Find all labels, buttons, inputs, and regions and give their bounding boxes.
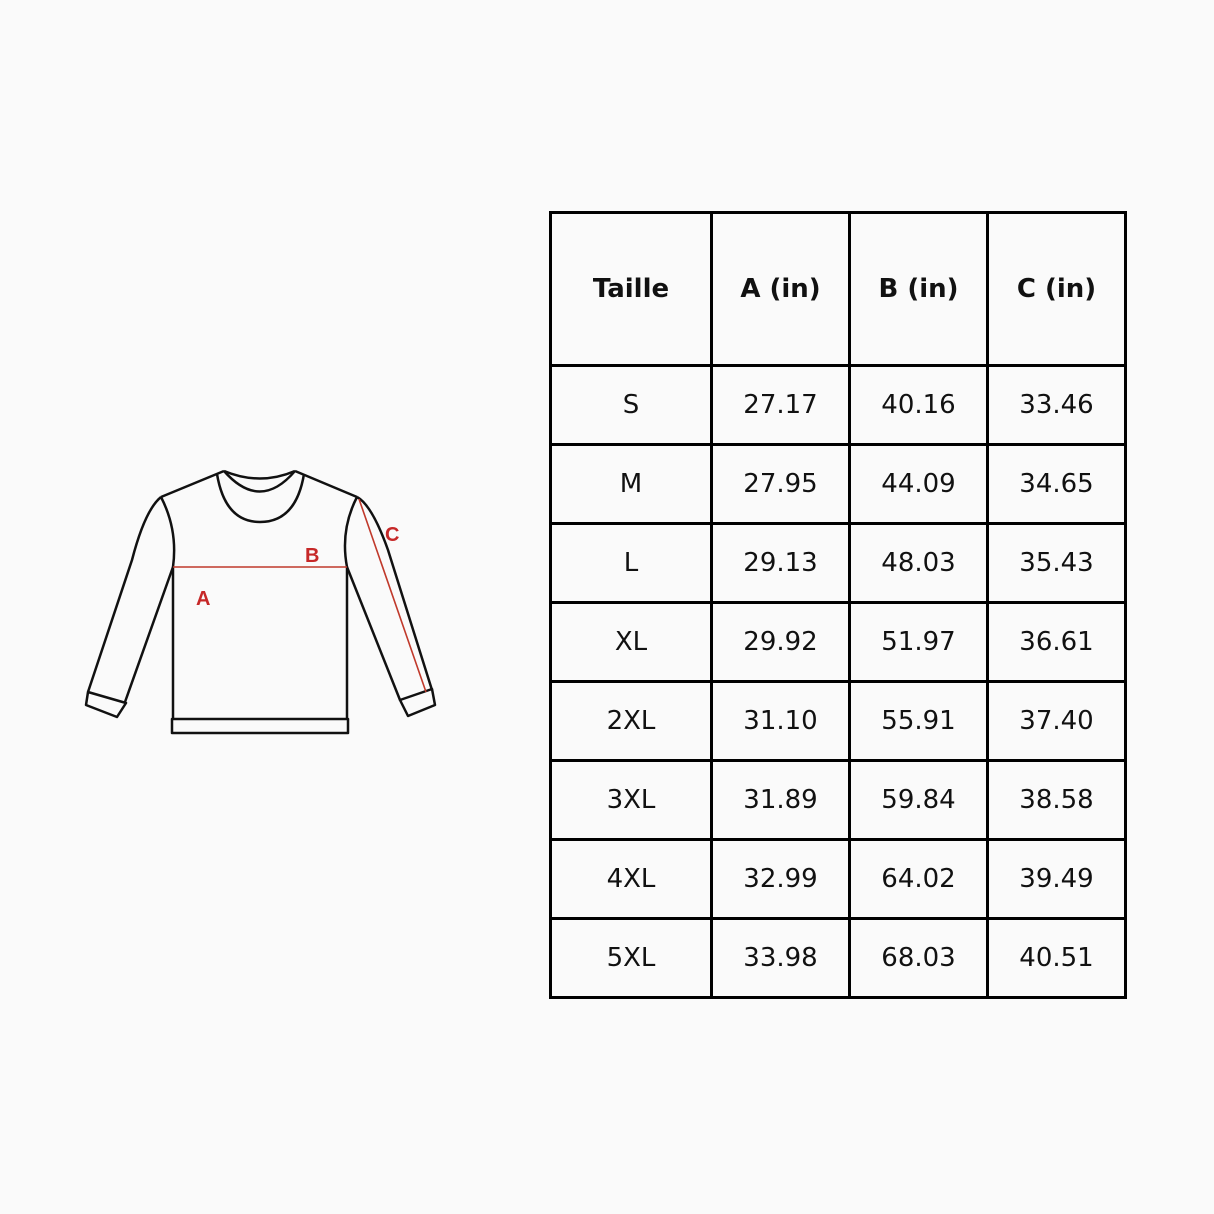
- cell-a: 27.95: [710, 443, 851, 525]
- cell-a: 32.99: [710, 838, 851, 920]
- measure-line-c: [358, 498, 427, 693]
- cell-b: 59.84: [848, 759, 989, 841]
- table-row: L 29.13 48.03 35.43: [549, 522, 1127, 604]
- table-row: S 27.17 40.16 33.46: [549, 364, 1127, 446]
- cell-c: 36.61: [986, 601, 1127, 683]
- cell-c: 35.43: [986, 522, 1127, 604]
- cell-b: 64.02: [848, 838, 989, 920]
- label-a: A: [196, 588, 210, 610]
- table-row: 2XL 31.10 55.91 37.40: [549, 680, 1127, 762]
- cell-c: 33.46: [986, 364, 1127, 446]
- cell-c: 38.58: [986, 759, 1127, 841]
- cell-a: 27.17: [710, 364, 851, 446]
- cell-size: 5XL: [549, 917, 713, 999]
- cell-size: M: [549, 443, 713, 525]
- header-c: C (in): [986, 211, 1127, 367]
- header-a: A (in): [710, 211, 851, 367]
- cell-b: 68.03: [848, 917, 989, 999]
- cell-size: S: [549, 364, 713, 446]
- table-row: 4XL 32.99 64.02 39.49: [549, 838, 1127, 920]
- header-size: Taille: [549, 211, 713, 367]
- cell-b: 44.09: [848, 443, 989, 525]
- label-c: C: [385, 524, 399, 546]
- cell-b: 55.91: [848, 680, 989, 762]
- sweater-outline: [84, 469, 437, 735]
- cell-b: 48.03: [848, 522, 989, 604]
- cell-a: 31.10: [710, 680, 851, 762]
- cell-c: 39.49: [986, 838, 1127, 920]
- header-b: B (in): [848, 211, 989, 367]
- cell-a: 29.13: [710, 522, 851, 604]
- sweater-diagram: A B C: [84, 469, 437, 735]
- cell-size: 3XL: [549, 759, 713, 841]
- cell-c: 40.51: [986, 917, 1127, 999]
- cell-size: XL: [549, 601, 713, 683]
- size-table: Taille A (in) B (in) C (in) S 27.17 40.16 3…: [549, 211, 1127, 999]
- table-row: XL 29.92 51.97 36.61: [549, 601, 1127, 683]
- table-row: 5XL 33.98 68.03 40.51: [549, 917, 1127, 999]
- cell-size: L: [549, 522, 713, 604]
- cell-c: 34.65: [986, 443, 1127, 525]
- table-row: M 27.95 44.09 34.65: [549, 443, 1127, 525]
- cell-size: 4XL: [549, 838, 713, 920]
- cell-a: 33.98: [710, 917, 851, 999]
- cell-size: 2XL: [549, 680, 713, 762]
- label-b: B: [305, 545, 319, 567]
- cell-a: 29.92: [710, 601, 851, 683]
- cell-a: 31.89: [710, 759, 851, 841]
- cell-b: 40.16: [848, 364, 989, 446]
- table-row: 3XL 31.89 59.84 38.58: [549, 759, 1127, 841]
- cell-c: 37.40: [986, 680, 1127, 762]
- cell-b: 51.97: [848, 601, 989, 683]
- header-row: Taille A (in) B (in) C (in): [549, 211, 1127, 367]
